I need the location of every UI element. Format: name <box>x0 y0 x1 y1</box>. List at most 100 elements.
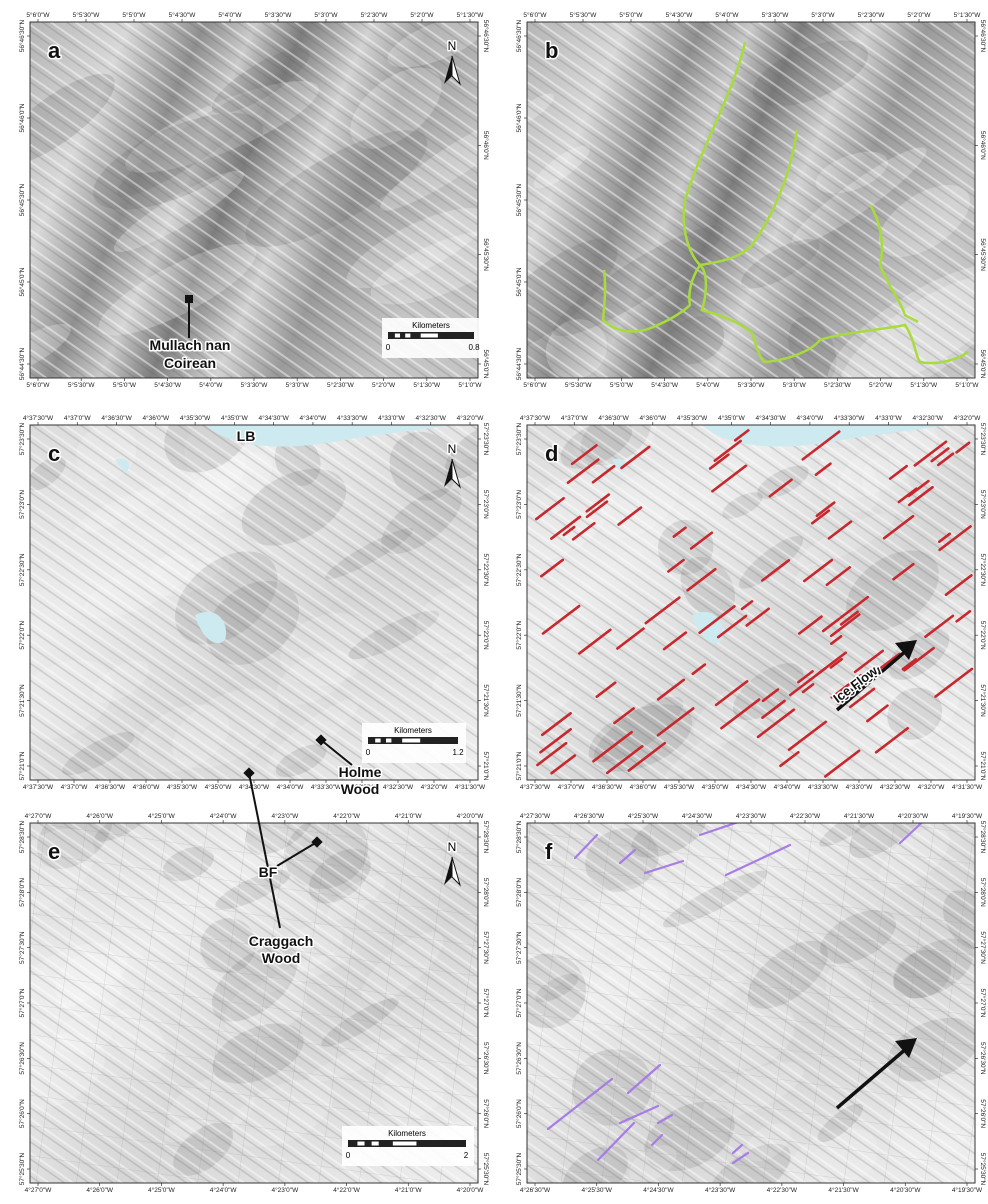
coord-label: 4°24'30"W <box>643 1186 674 1194</box>
coord-label: 56°45'0"N <box>18 267 26 296</box>
place-label: Holme <box>339 764 382 780</box>
coord-label: 4°32'30"W <box>416 414 447 422</box>
place-label: Craggach <box>249 933 314 949</box>
coord-label: 57°28'0"N <box>18 878 26 907</box>
coord-label: 4°36'0"W <box>142 414 170 422</box>
coord-label: 57°21'30"N <box>18 684 26 717</box>
coord-label: 4°36'30"W <box>95 783 126 791</box>
coord-label: 4°27'30"W <box>520 812 551 820</box>
coord-label: 57°23'0"N <box>18 490 26 519</box>
scale-bar-segment <box>421 334 438 338</box>
coord-label: 4°32'0"W <box>457 414 485 422</box>
figure: 5°6'0"W5°5'30"W5°5'0"W5°4'30"W5°4'0"W5°3… <box>0 0 988 1199</box>
coord-label: 57°27'30"N <box>515 931 523 964</box>
coord-label: 57°27'0"N <box>18 988 26 1017</box>
coord-label: 56°46'0"N <box>979 131 987 160</box>
place-label: Wood <box>341 781 380 797</box>
coord-label: 4°34'0"W <box>277 783 305 791</box>
coord-label: 4°37'30"W <box>23 414 54 422</box>
north-label: N <box>448 39 457 53</box>
coord-label: 57°23'30"N <box>18 422 26 455</box>
coord-label: 4°25'0"W <box>148 812 176 820</box>
coord-label: 5°4'30"W <box>666 11 694 19</box>
coord-label: 4°37'0"W <box>61 783 89 791</box>
coord-label: 57°22'30"N <box>482 554 490 587</box>
coord-label: 5°5'30"W <box>73 11 101 19</box>
coord-label: 57°23'30"N <box>515 422 523 455</box>
coord-label: 57°21'30"N <box>979 684 987 717</box>
coord-label: 5°2'0"W <box>372 381 396 389</box>
coord-label: 4°32'0"W <box>954 414 982 422</box>
coord-label: 5°2'30"W <box>327 381 355 389</box>
coord-label: 57°27'0"N <box>979 989 987 1018</box>
coord-label: 4°36'0"W <box>133 783 161 791</box>
coord-label: 4°34'0"W <box>300 414 328 422</box>
coord-label: 57°23'0"N <box>482 490 490 519</box>
coord-label: 4°21'0"W <box>395 1186 423 1194</box>
coord-label: 5°6'0"W <box>523 11 547 19</box>
coord-label: 57°26'30"N <box>18 1042 26 1075</box>
coord-label: 57°22'0"N <box>482 621 490 650</box>
coord-label: 4°26'30"W <box>574 812 605 820</box>
coord-label: 57°23'0"N <box>515 490 523 519</box>
coord-label: 57°23'30"N <box>482 423 490 456</box>
coord-label: 4°32'0"W <box>918 783 946 791</box>
coord-label: 4°20'0"W <box>457 1186 485 1194</box>
coord-label: 56°46'30"N <box>979 20 987 53</box>
scale-title: Kilometers <box>388 1129 426 1138</box>
page: 5°6'0"W5°5'30"W5°5'0"W5°4'30"W5°4'0"W5°3… <box>0 0 988 1199</box>
coord-label: 57°28'0"N <box>979 878 987 907</box>
coord-label: 4°37'30"W <box>23 783 54 791</box>
coord-label: 57°25'30"N <box>979 1153 987 1186</box>
coord-label: 4°23'30"W <box>736 812 767 820</box>
coord-label: 57°22'30"N <box>515 553 523 586</box>
scale-bar-segment <box>405 334 410 338</box>
coord-label: 56°45'30"N <box>515 183 523 216</box>
coord-label: 5°3'0"W <box>314 11 338 19</box>
coord-label: 4°36'0"W <box>639 414 667 422</box>
coord-label: 4°35'0"W <box>718 414 746 422</box>
coord-label: 4°25'30"W <box>628 812 659 820</box>
coord-label: 56°45'30"N <box>979 238 987 271</box>
coord-label: 56°45'0"N <box>482 350 490 379</box>
coord-label: 4°25'0"W <box>148 1186 176 1194</box>
coord-label: 57°26'30"N <box>482 1042 490 1075</box>
coord-label: 56°44'30"N <box>515 347 523 380</box>
coord-label: 4°22'0"W <box>333 1186 361 1194</box>
coord-label: 4°24'30"W <box>682 812 713 820</box>
coord-label: 4°26'0"W <box>86 812 114 820</box>
coord-label: 4°21'30"W <box>828 1186 859 1194</box>
coord-label: 5°3'0"W <box>783 381 807 389</box>
coord-label: 4°20'30"W <box>898 812 929 820</box>
scale-bar-segment <box>402 739 420 743</box>
coord-label: 4°26'30"W <box>520 1186 551 1194</box>
coord-label: 4°31'30"W <box>952 783 983 791</box>
coord-label: 4°20'30"W <box>890 1186 921 1194</box>
coord-label: 4°24'0"W <box>210 1186 238 1194</box>
coord-label: 4°23'0"W <box>271 1186 299 1194</box>
coord-label: 4°31'30"W <box>455 783 486 791</box>
coord-label: 4°35'30"W <box>167 783 198 791</box>
coord-label: 57°26'0"N <box>18 1099 26 1128</box>
coord-label: 4°27'0"W <box>25 812 53 820</box>
coord-label: 4°33'30"W <box>834 414 865 422</box>
scale-max: 0.8 <box>468 343 480 352</box>
coord-label: 57°23'0"N <box>979 490 987 519</box>
coord-label: 5°2'30"W <box>858 11 886 19</box>
coord-label: 5°3'0"W <box>811 11 835 19</box>
coord-label: 4°25'30"W <box>582 1186 613 1194</box>
coord-label: 5°4'0"W <box>199 381 223 389</box>
coord-label: 57°28'30"N <box>482 821 490 854</box>
coord-label: 56°45'0"N <box>979 350 987 379</box>
coord-label: 4°34'30"W <box>736 783 767 791</box>
panel-letter: e <box>48 839 60 864</box>
coord-label: 4°34'0"W <box>774 783 802 791</box>
panel-letter: a <box>48 38 61 63</box>
coord-label: 5°1'30"W <box>910 381 938 389</box>
coord-label: 4°22'30"W <box>790 812 821 820</box>
coord-label: 4°35'0"W <box>205 783 233 791</box>
scale-bar-segment <box>386 739 391 743</box>
coord-label: 4°21'30"W <box>844 812 875 820</box>
place-label: Coirean <box>164 355 216 371</box>
coord-label: 56°46'30"N <box>515 19 523 52</box>
